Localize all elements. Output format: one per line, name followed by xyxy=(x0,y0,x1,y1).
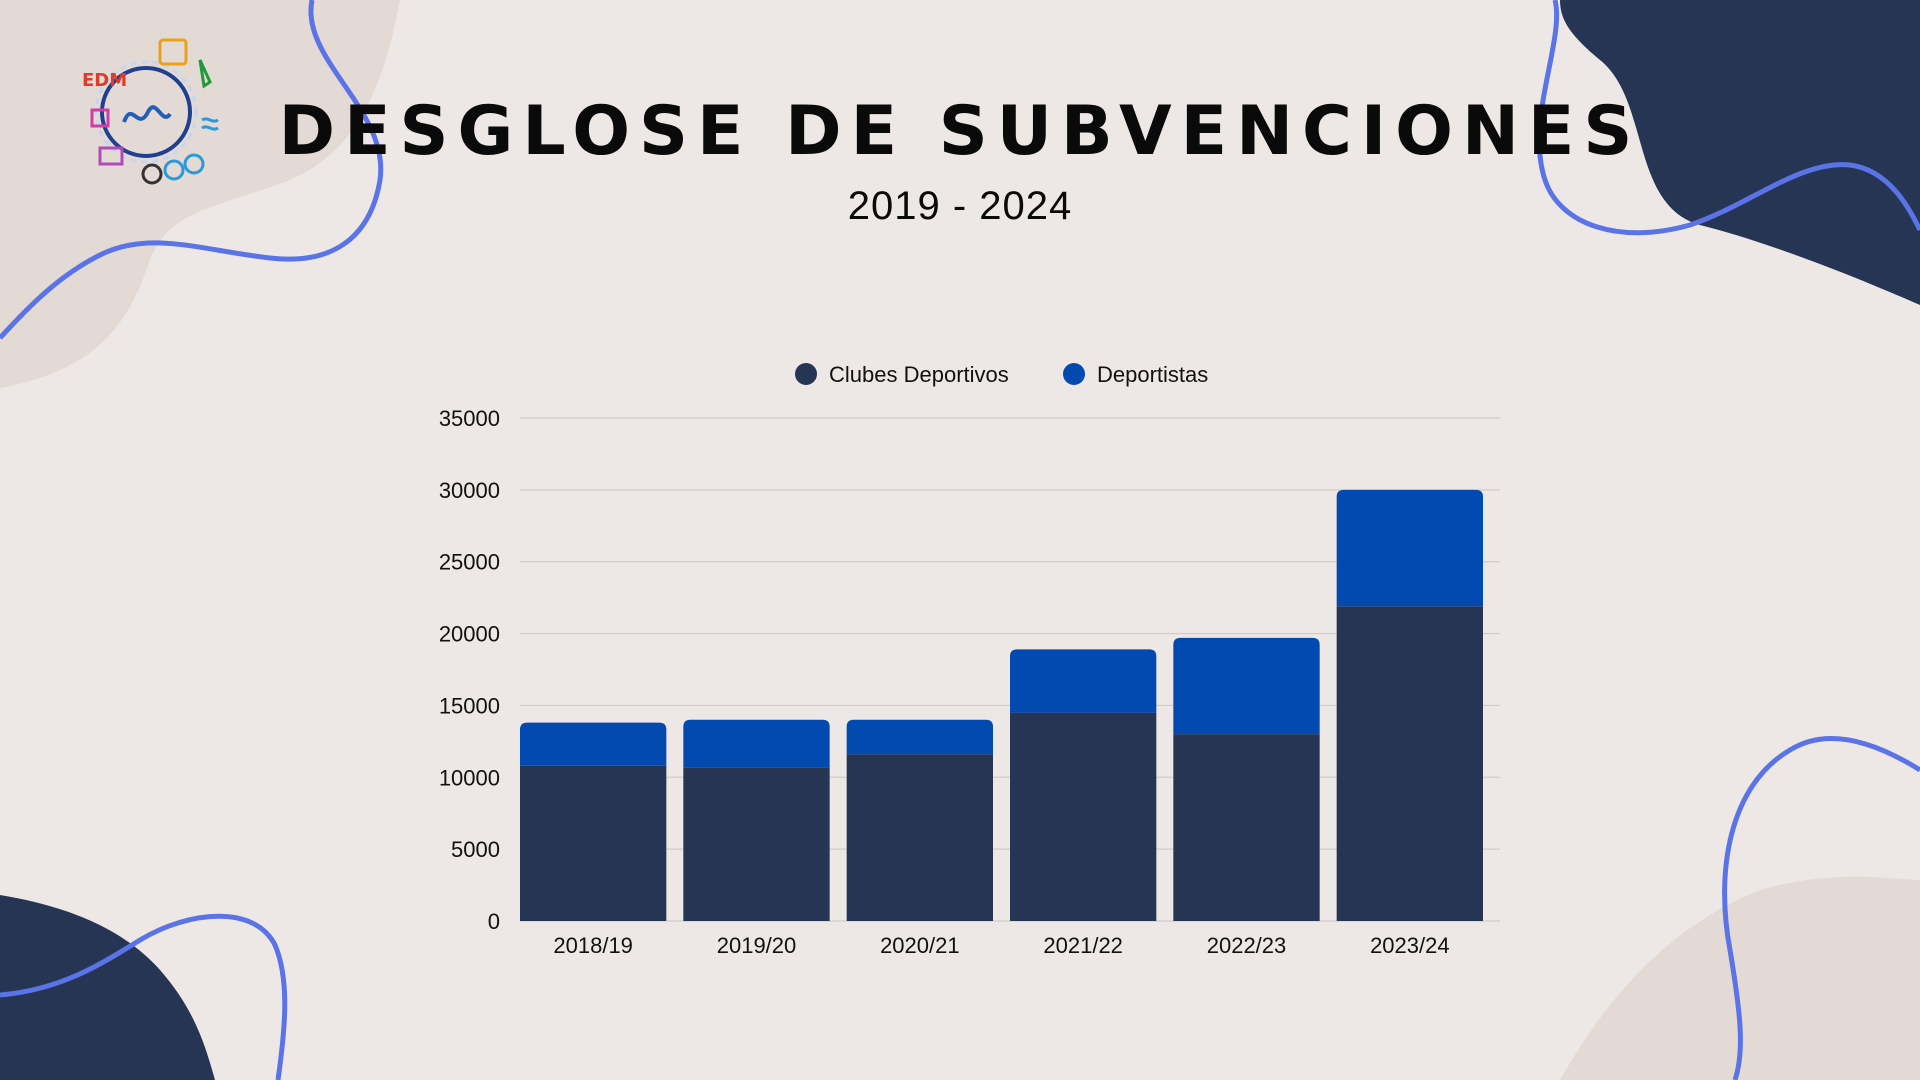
bar-clubes-deportivos-2019-20 xyxy=(683,767,830,921)
blob-bottom-left xyxy=(0,895,215,1080)
blob-bottom-right xyxy=(1560,876,1920,1080)
y-tick-label: 25000 xyxy=(439,550,500,575)
club-logo: EDM xyxy=(82,38,219,185)
legend-marker xyxy=(1063,363,1085,385)
bar-clubes-deportivos-2020-21 xyxy=(846,754,993,921)
legend: Clubes Deportivos Deportistas xyxy=(795,362,1208,387)
outline-top-right xyxy=(1536,0,1920,236)
y-tick-label: 35000 xyxy=(439,406,500,431)
x-tick-label: 2021/22 xyxy=(1043,933,1123,958)
bar-deportistas-2018-19 xyxy=(520,722,667,766)
y-tick-label: 0 xyxy=(488,909,500,934)
blob-top-right xyxy=(1560,0,1920,305)
y-tick-label: 15000 xyxy=(439,693,500,718)
y-axis: 0 5000 10000 15000 20000 25000 30000 35000 xyxy=(439,406,500,934)
bar-clubes-deportivos-2022-23 xyxy=(1173,734,1320,921)
logo-text: EDM xyxy=(82,70,127,91)
outline-bottom-right xyxy=(1722,736,1920,1080)
x-tick-label: 2019/20 xyxy=(717,933,797,958)
y-tick-label: 30000 xyxy=(439,478,500,503)
bar-deportistas-2022-23 xyxy=(1173,637,1320,735)
outline-bottom-left xyxy=(0,913,288,1080)
y-tick-label: 20000 xyxy=(439,622,500,647)
x-axis: 2018/19 2019/20 2020/21 2021/22 2022/23 2023/… xyxy=(553,933,1449,958)
x-tick-label: 2022/23 xyxy=(1207,933,1287,958)
legend-label: Clubes Deportivos xyxy=(829,362,1009,387)
bar-clubes-deportivos-2021-22 xyxy=(1010,712,1157,921)
legend-label: Deportistas xyxy=(1097,362,1208,387)
bar-deportistas-2020-21 xyxy=(846,719,993,755)
legend-marker xyxy=(795,363,817,385)
bar-deportistas-2023-24 xyxy=(1336,489,1483,607)
x-tick-label: 2020/21 xyxy=(880,933,960,958)
x-tick-label: 2023/24 xyxy=(1370,933,1450,958)
x-tick-label: 2018/19 xyxy=(553,933,633,958)
bars xyxy=(520,489,1483,921)
page-title: DESGLOSE DE SUBVENCIONES xyxy=(278,92,1642,171)
outline-top-left xyxy=(0,0,384,340)
bar-deportistas-2019-20 xyxy=(683,719,830,768)
y-tick-label: 10000 xyxy=(439,765,500,790)
bar-clubes-deportivos-2023-24 xyxy=(1336,606,1483,921)
blob-top-left xyxy=(0,0,400,388)
y-tick-label: 5000 xyxy=(451,837,500,862)
bar-deportistas-2021-22 xyxy=(1010,649,1157,713)
bar-clubes-deportivos-2018-19 xyxy=(520,765,667,921)
page-subtitle: 2019 - 2024 xyxy=(847,184,1073,228)
